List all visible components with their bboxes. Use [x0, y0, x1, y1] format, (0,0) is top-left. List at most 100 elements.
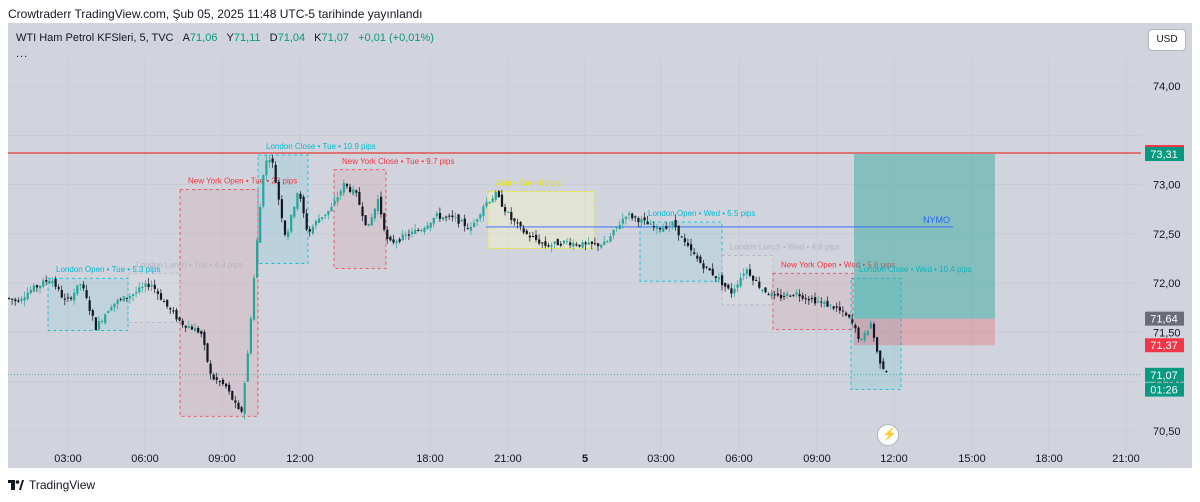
candle-body — [789, 295, 792, 297]
candle-body — [696, 255, 699, 259]
lightning-icon[interactable]: ⚡ — [877, 424, 899, 446]
candle-body — [783, 296, 786, 298]
candle-body — [603, 241, 606, 246]
candle-body — [212, 374, 215, 380]
candle-body — [841, 310, 845, 312]
candle-body — [175, 309, 178, 320]
open-value: 71,06 — [189, 32, 218, 44]
tradingview-logo-icon — [8, 480, 24, 490]
candle-body — [376, 198, 380, 211]
candle-body — [491, 198, 494, 203]
candle-body — [122, 296, 125, 302]
position-profit-zone[interactable] — [854, 154, 995, 319]
candle-body — [885, 371, 888, 373]
candle-body — [705, 266, 708, 268]
candle-body — [339, 191, 342, 196]
candle-body — [637, 218, 640, 223]
candle-body — [293, 206, 296, 217]
lightning-glyph: ⚡ — [882, 427, 897, 441]
candle-body — [392, 239, 395, 243]
candle-body — [367, 223, 370, 226]
candle-body — [674, 219, 677, 228]
candle-body — [299, 193, 302, 199]
candle-body — [420, 230, 423, 232]
session-box[interactable] — [127, 272, 181, 323]
candle-body — [727, 284, 730, 289]
candle-body — [882, 361, 885, 369]
candle-body — [324, 214, 327, 217]
candle-body — [203, 331, 206, 345]
session-label: London Close • Tue • 10.9 pips — [266, 142, 376, 151]
candle-body — [20, 298, 23, 301]
candle-body — [88, 300, 91, 311]
candle-body — [531, 236, 535, 238]
candle-body — [680, 236, 683, 238]
candle-body — [860, 338, 863, 340]
candle-body — [296, 192, 299, 209]
candle-body — [869, 322, 872, 329]
candle-body — [463, 218, 466, 227]
candle-body — [60, 290, 63, 298]
candle-body — [311, 226, 314, 234]
candle-body — [302, 196, 305, 214]
candle-body — [110, 307, 113, 311]
candle-body — [786, 293, 789, 296]
symbol-title[interactable]: WTI Ham Petrol KFSleri, 5, TVC — [16, 32, 174, 44]
session-box[interactable] — [179, 189, 259, 417]
candle-body — [482, 206, 485, 217]
candle-body — [479, 214, 482, 219]
session-box[interactable] — [772, 272, 854, 330]
price-label-box — [1145, 338, 1184, 353]
candle-body — [404, 234, 407, 236]
x-tick-label: 15:00 — [958, 453, 986, 465]
candle-body — [249, 318, 252, 354]
candle-body — [758, 281, 761, 288]
candle-body — [283, 220, 287, 235]
candle-body — [181, 320, 184, 325]
candle-body — [268, 160, 271, 163]
x-tick-label: 09:00 — [208, 453, 236, 465]
candle-body — [184, 325, 187, 328]
session-box[interactable] — [333, 169, 387, 269]
candle-body — [265, 160, 268, 176]
candle-body — [863, 332, 866, 341]
candle-body — [277, 181, 280, 200]
symbol-legend[interactable]: WTI Ham Petrol KFSleri, 5, TVC A71,06 Y7… — [16, 32, 434, 44]
position-stop-zone[interactable] — [854, 318, 995, 346]
candle-body — [333, 200, 336, 205]
candle-body — [535, 234, 538, 240]
chart-frame[interactable] — [8, 23, 1192, 468]
candle-body — [14, 299, 17, 302]
candle-body — [116, 300, 119, 304]
candle-body — [832, 306, 835, 309]
session-label: New York Open • Wed • 5.6 pips — [781, 260, 895, 269]
candle-body — [513, 218, 516, 222]
candle-body — [70, 297, 73, 299]
currency-button[interactable]: USD — [1148, 29, 1186, 51]
candle-body — [686, 242, 690, 246]
session-label: Asia • Tue • 6 pips — [496, 178, 561, 187]
price-label: 71,64 — [1150, 314, 1178, 326]
candle-body — [857, 327, 860, 340]
session-label: London Lunch • Tue • 4.3 pips — [136, 260, 243, 269]
x-tick-label: 18:00 — [416, 453, 444, 465]
candle-body — [724, 282, 727, 287]
candle-body — [395, 241, 398, 244]
session-box[interactable] — [47, 277, 129, 331]
more-button[interactable]: ... — [16, 48, 29, 60]
candle-body — [587, 242, 590, 245]
candle-body — [132, 294, 135, 297]
session-box[interactable] — [487, 191, 595, 250]
candle-body — [101, 320, 104, 322]
x-tick-label: 06:00 — [131, 453, 159, 465]
candle-body — [572, 242, 575, 247]
candle-body — [829, 304, 832, 306]
candle-body — [57, 287, 60, 289]
candle-body — [457, 214, 460, 224]
candle-body — [516, 222, 519, 224]
footer-brand[interactable]: TradingView — [8, 478, 95, 492]
session-box[interactable] — [639, 221, 723, 282]
candle-body — [612, 229, 615, 236]
session-box[interactable] — [721, 255, 774, 306]
